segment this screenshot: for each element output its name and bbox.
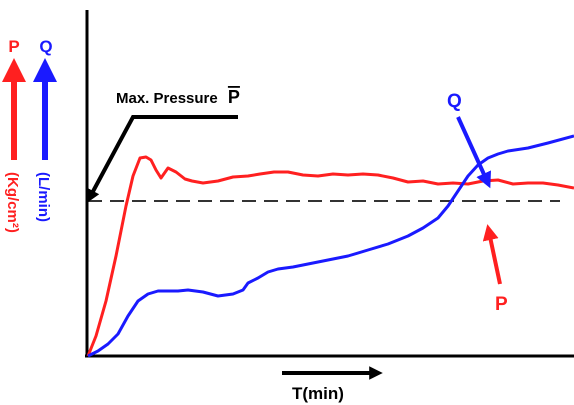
pressure-axis-symbol: P xyxy=(8,37,19,56)
pressure-axis-unit: (Kg/cm²) xyxy=(4,172,21,233)
max-pressure-symbol: P xyxy=(228,87,240,107)
p-curve-pointer-arrow xyxy=(482,224,502,285)
q-curve-label: Q xyxy=(447,91,462,112)
flow-axis-unit: (L/min) xyxy=(35,172,52,222)
series-p-line xyxy=(86,155,574,357)
max-pressure-pointer-arrow xyxy=(86,115,238,203)
max-pressure-label-text: Max. Pressure xyxy=(116,90,218,107)
series-q-line xyxy=(87,134,574,358)
max-pressure-label: Max. Pressure P xyxy=(116,87,240,107)
flow-axis-symbol: Q xyxy=(39,37,52,56)
q-curve-pointer-arrow xyxy=(456,116,491,189)
x-axis-label: T(min) xyxy=(292,384,344,403)
p-curve-label: P xyxy=(495,294,508,315)
